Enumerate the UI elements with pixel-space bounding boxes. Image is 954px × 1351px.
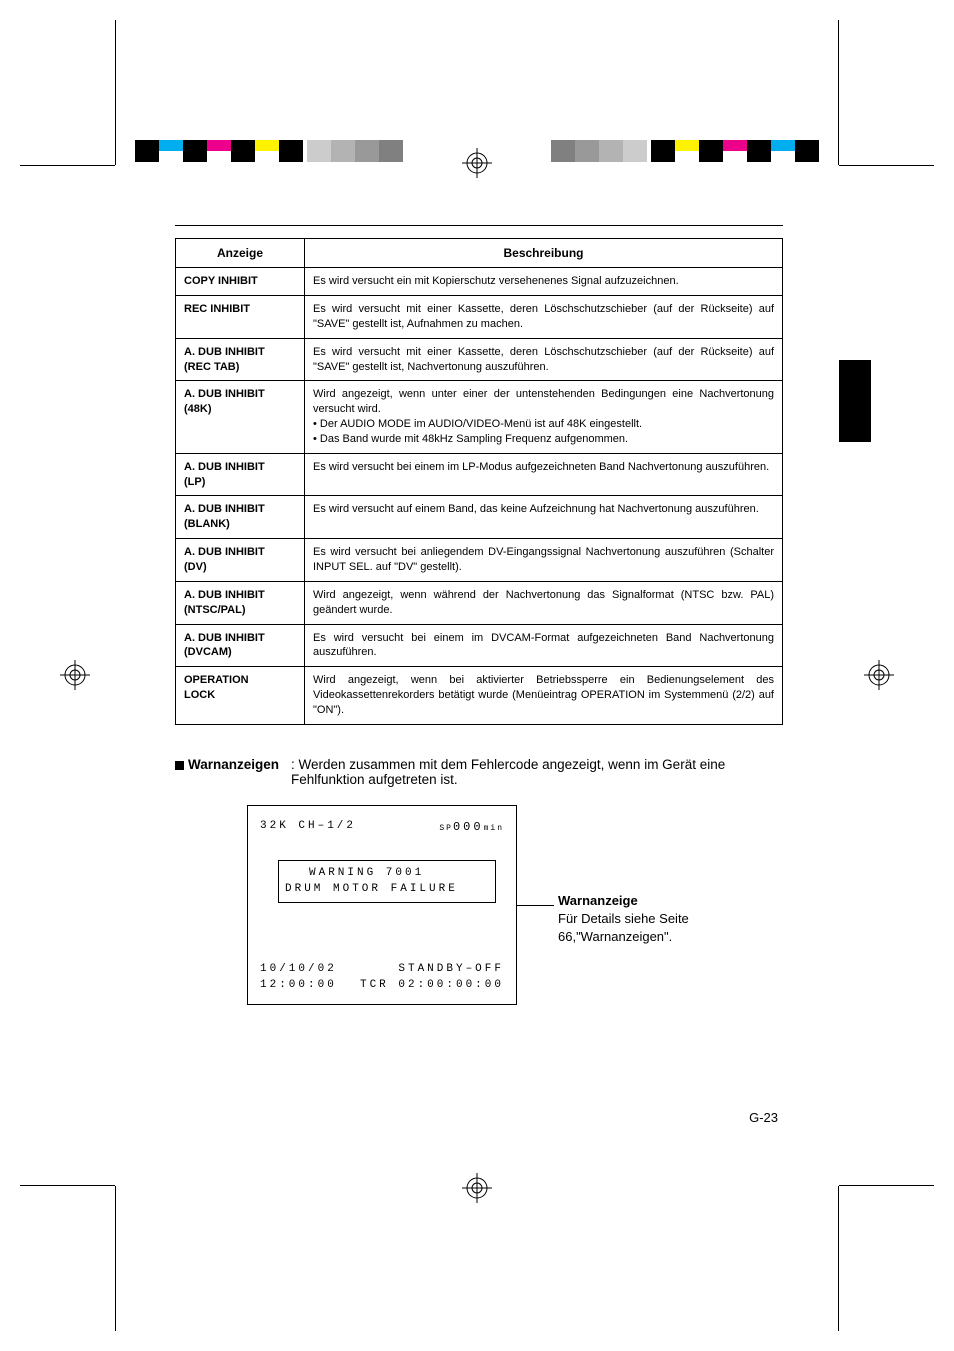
table-row: A. DUB INHIBIT(REC TAB)Es wird versucht … (176, 338, 783, 381)
table-cell-anzeige: REC INHIBIT (176, 296, 305, 339)
table-cell-beschreibung: Es wird versucht mit einer Kassette, der… (305, 338, 783, 381)
table-row: OPERATIONLOCKWird angezeigt, wenn bei ak… (176, 667, 783, 725)
callout-line: Für Details siehe Seite (558, 910, 738, 928)
table-row: A. DUB INHIBIT(DV)Es wird versucht bei a… (176, 539, 783, 582)
table-cell-anzeige: COPY INHIBIT (176, 268, 305, 296)
registration-target-icon (462, 1173, 492, 1203)
table-cell-beschreibung: Es wird versucht auf einem Band, das kei… (305, 496, 783, 539)
crop-mark (839, 165, 934, 166)
table-cell-beschreibung: Wird angezeigt, wenn bei aktivierter Bet… (305, 667, 783, 725)
osd-remaining-text: SP000min (439, 820, 504, 834)
osd-warning-box: WARNING 7001 DRUM MOTOR FAILURE (278, 860, 496, 903)
table-cell-anzeige: A. DUB INHIBIT(DVCAM) (176, 624, 305, 667)
table-cell-beschreibung: Es wird versucht bei einem im DVCAM-Form… (305, 624, 783, 667)
crop-mark (838, 20, 839, 165)
table-cell-anzeige: A. DUB INHIBIT(REC TAB) (176, 338, 305, 381)
osd-channel-text: 32K CH–1/2 (260, 820, 356, 834)
osd-warning-message: DRUM MOTOR FAILURE (285, 881, 489, 898)
osd-standby: STANDBY–OFF (398, 961, 504, 978)
table-row: A. DUB INHIBIT(DVCAM)Es wird versucht be… (176, 624, 783, 667)
section-tab (839, 360, 871, 442)
table-row: COPY INHIBITEs wird versucht ein mit Kop… (176, 268, 783, 296)
osd-preview-screen: 32K CH–1/2 SP000min WARNING 7001 DRUM MO… (247, 805, 517, 1005)
table-cell-anzeige: A. DUB INHIBIT(LP) (176, 453, 305, 496)
table-row: A. DUB INHIBIT(48K)Wird angezeigt, wenn … (176, 381, 783, 453)
table-header-anzeige: Anzeige (176, 239, 305, 268)
table-cell-anzeige: A. DUB INHIBIT(48K) (176, 381, 305, 453)
warnanzeigen-section: Warnanzeigen : Werden zusammen mit dem F… (175, 757, 783, 1005)
table-cell-anzeige: A. DUB INHIBIT(DV) (176, 539, 305, 582)
divider (175, 225, 783, 226)
registration-target-icon (462, 148, 492, 178)
callout-leader-line (516, 873, 554, 937)
table-cell-anzeige: OPERATIONLOCK (176, 667, 305, 725)
table-cell-beschreibung: Wird angezeigt, wenn unter einer der unt… (305, 381, 783, 453)
osd-tcr: TCR 02:00:00:00 (360, 977, 504, 994)
table-cell-beschreibung: Es wird versucht bei anliegendem DV-Eing… (305, 539, 783, 582)
table-cell-anzeige: A. DUB INHIBIT(BLANK) (176, 496, 305, 539)
registration-target-icon (60, 660, 90, 690)
square-bullet-icon (175, 761, 184, 770)
registration-target-icon (864, 660, 894, 690)
table-row: A. DUB INHIBIT(LP)Es wird versucht bei e… (176, 453, 783, 496)
table-cell-beschreibung: Es wird versucht bei einem im LP-Modus a… (305, 453, 783, 496)
crop-mark (838, 1186, 839, 1331)
crop-mark (115, 20, 116, 165)
table-cell-beschreibung: Es wird versucht ein mit Kopierschutz ve… (305, 268, 783, 296)
callout-line: 66,"Warnanzeigen". (558, 928, 738, 946)
page-content: Anzeige Beschreibung COPY INHIBITEs wird… (175, 225, 783, 1005)
osd-warning-code: WARNING 7001 (285, 865, 489, 882)
warnanzeigen-text: : Werden zusammen mit dem Fehlercode ang… (291, 757, 783, 787)
page-number: G-23 (749, 1110, 778, 1125)
table-row: A. DUB INHIBIT(BLANK)Es wird versucht au… (176, 496, 783, 539)
crop-mark (20, 165, 115, 166)
table-cell-anzeige: A. DUB INHIBIT(NTSC/PAL) (176, 581, 305, 624)
crop-mark (20, 1185, 115, 1186)
table-cell-beschreibung: Wird angezeigt, wenn während der Nachver… (305, 581, 783, 624)
registration-bar-right (551, 140, 819, 162)
osd-time: 12:00:00 (260, 977, 337, 994)
table-header-beschreibung: Beschreibung (305, 239, 783, 268)
callout-title: Warnanzeige (558, 892, 738, 910)
warnings-table: Anzeige Beschreibung COPY INHIBITEs wird… (175, 238, 783, 725)
warnanzeigen-heading: Warnanzeigen (175, 757, 279, 772)
osd-date: 10/10/02 (260, 961, 337, 978)
crop-mark (115, 1186, 116, 1331)
crop-mark (839, 1185, 934, 1186)
registration-bar-left (135, 140, 403, 162)
table-row: REC INHIBITEs wird versucht mit einer Ka… (176, 296, 783, 339)
table-cell-beschreibung: Es wird versucht mit einer Kassette, der… (305, 296, 783, 339)
callout-text: Warnanzeige Für Details siehe Seite 66,"… (558, 892, 738, 945)
table-row: A. DUB INHIBIT(NTSC/PAL)Wird angezeigt, … (176, 581, 783, 624)
